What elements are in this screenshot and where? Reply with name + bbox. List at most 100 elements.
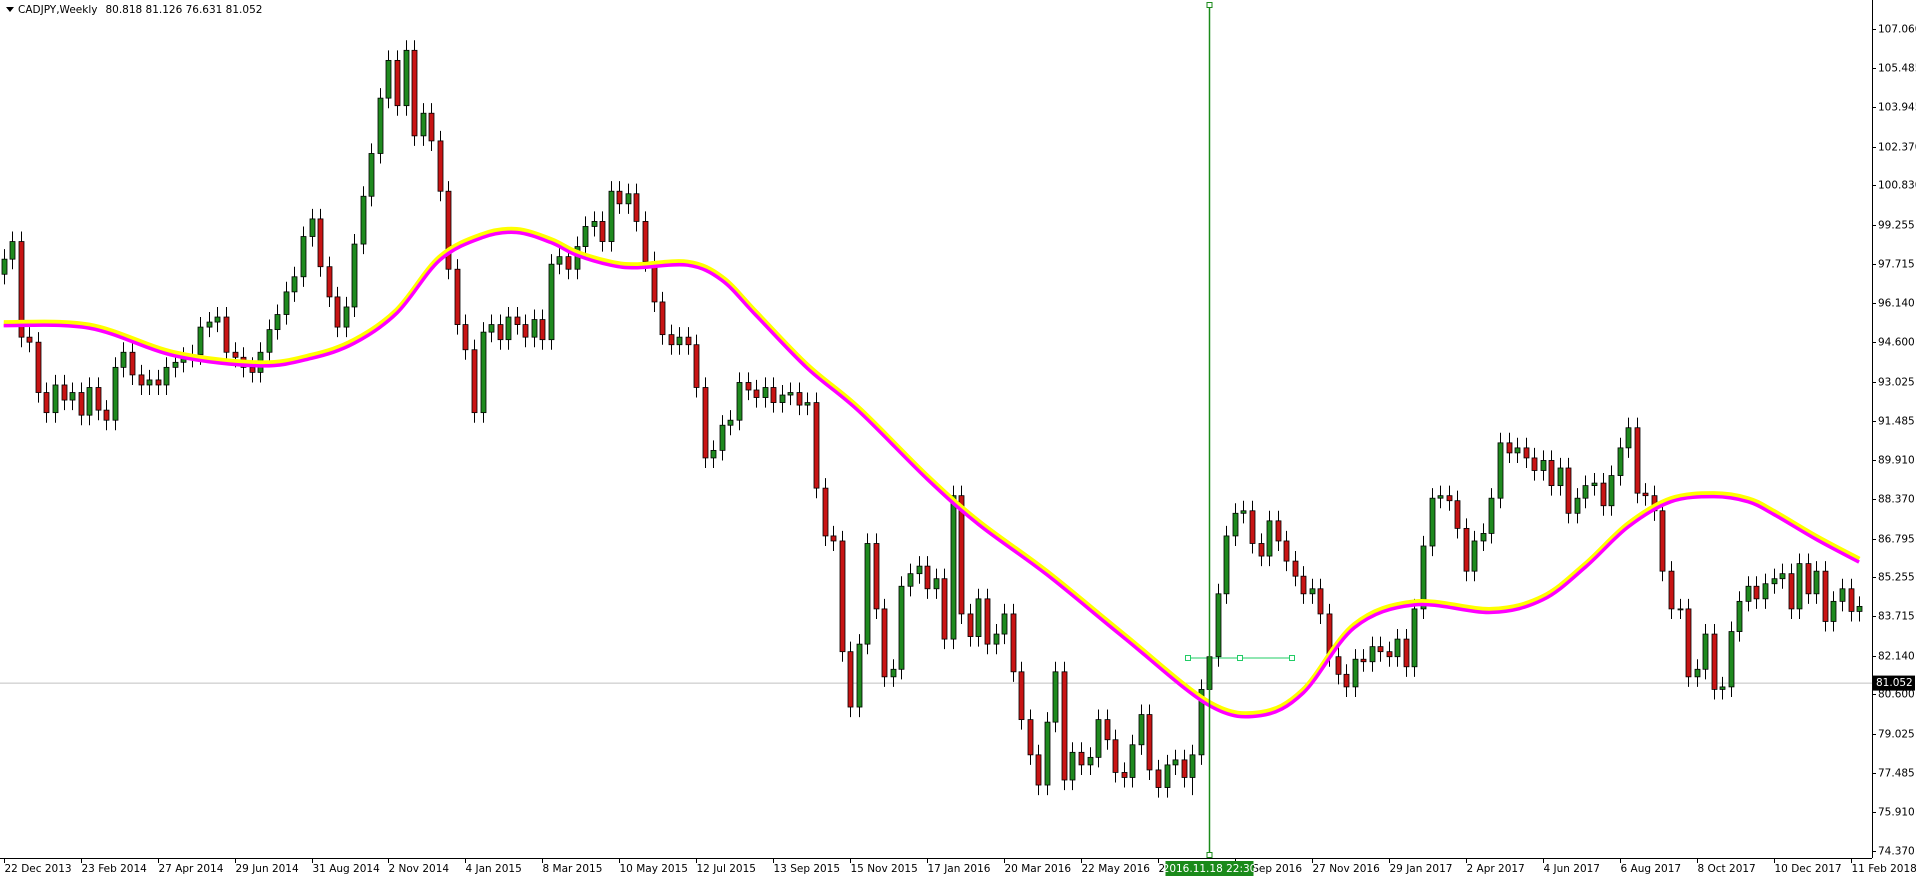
candle-body [1095,719,1102,758]
y-tick-label: 91.485 [1878,416,1915,428]
candle-body [1035,754,1042,786]
crosshair-handle [1206,852,1213,858]
candle-body [368,153,375,197]
candle-body [1574,497,1581,514]
candle-body [1181,759,1188,778]
candle-body [1240,510,1247,514]
x-tick-label: 29 Jan 2017 [1390,863,1453,875]
candle-body [206,321,213,328]
candle-body [112,366,119,421]
x-tick-label: 11 Feb 2018 [1852,863,1916,875]
candle-body [1642,492,1649,497]
candle-body [428,112,435,142]
y-tick-label: 103.945 [1878,102,1916,114]
candle-body [1335,656,1342,675]
candle-body [411,49,418,137]
crosshair-label-box [1165,861,1254,876]
candle-body [514,316,521,325]
candle-body [933,578,940,590]
candle-body [78,392,85,416]
candle-body [334,296,341,328]
candle-body [1719,686,1726,690]
candle-body [266,329,273,353]
candle-body [796,392,803,406]
candle-body [591,221,598,227]
candle-body [1488,497,1495,534]
candle-body [659,301,666,336]
collapse-arrow [6,7,14,12]
candle-body [1010,613,1017,673]
candle-body [291,276,298,293]
y-tick-label: 80.600 [1878,689,1915,701]
candle-body [1480,533,1487,542]
candle-body [1223,535,1230,595]
candle-body [1403,638,1410,668]
candle-body [1,258,8,275]
candle-body [1514,447,1521,454]
level-handle [1289,655,1295,661]
candle-body [497,324,504,341]
candle-body [1471,540,1478,572]
level-object [1185,655,1295,661]
candle-body [864,543,871,645]
candle-body [522,324,529,338]
candle-body [1600,482,1607,507]
candle-body [26,336,33,343]
candle-body [1275,520,1282,542]
x-tick-label: 17 Jan 2016 [928,863,991,875]
candle-body [1497,442,1504,499]
x-tick-label: 10 Dec 2017 [1775,863,1842,875]
candle-body [1377,646,1384,653]
candle-body [779,394,786,403]
candle-body [1668,570,1675,610]
candle-body [539,319,546,341]
candle-body [385,59,392,99]
x-tick-label: 10 May 2015 [620,863,688,875]
candle-body [1446,495,1453,502]
y-tick-label: 85.255 [1878,572,1915,584]
candle-body [548,263,555,341]
candle-body [1625,427,1632,449]
x-tick-label: 8 Mar 2015 [543,863,603,875]
candle-body [35,341,42,393]
candle-body [633,193,640,222]
candle-body [1292,560,1299,577]
candle-body [1548,460,1555,487]
candle-body [1129,744,1136,778]
y-tick-label: 94.600 [1878,337,1915,349]
x-tick-label: 12 Jul 2015 [697,863,756,875]
candle-body [1779,573,1786,580]
candle-body [437,140,444,192]
candle-body [232,351,239,358]
x-tick-label: 20 Mar 2016 [1005,863,1072,875]
candle-body [685,336,692,346]
candle-body [1215,593,1222,658]
candle-body [1078,751,1085,766]
candle-body [1745,585,1752,602]
y-tick-label: 88.370 [1878,494,1915,506]
candle-body [1813,570,1820,595]
chart-info: 80.818 81.126 76.631 81.052 [105,4,262,16]
candle-body [1463,527,1470,572]
candle-body [95,387,102,411]
candle-body [1104,719,1111,741]
candle-body [403,49,410,107]
candle-body [625,193,632,205]
candle-body [1027,719,1034,756]
candle-body [753,389,760,398]
candle-body [856,643,863,708]
x-tick-label: 31 Aug 2014 [313,863,381,875]
candle-body [214,316,221,323]
candle-body [993,633,1000,645]
candle-body [847,651,854,708]
candle-body [1394,638,1401,658]
price-label-box [1873,675,1915,691]
candle-body [1788,573,1795,610]
candle-body [1822,570,1829,622]
candle-body [1189,754,1196,778]
candle-body [1608,475,1615,507]
candle-body [1694,668,1701,678]
price-label: 81.052 [1876,677,1913,689]
level-handle [1185,655,1191,661]
